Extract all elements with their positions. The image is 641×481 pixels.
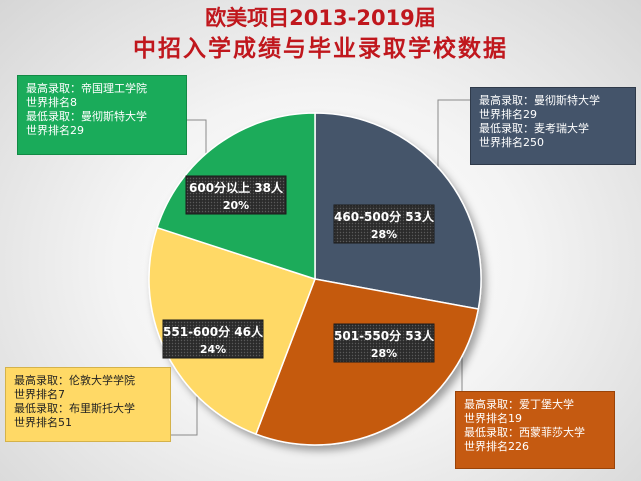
callout-best-rank: 世界排名7 [14,388,65,401]
callout-best: 最高录取：曼彻斯特大学 [479,94,600,107]
callout-worst-rank: 世界排名226 [464,440,529,453]
callout-worst: 最低录取：布里斯托大学 [14,402,135,415]
data-label-percent: 20% [223,199,249,212]
callout-600-plus: 最高录取：帝国理工学院 世界排名8 最低录取：曼彻斯特大学 世界排名29 [17,75,187,155]
callout-worst: 最低录取：麦考瑞大学 [479,122,589,135]
callout-best: 最高录取：帝国理工学院 [26,82,147,95]
chart-title-line1: 欧美项目2013-2019届 [205,6,436,30]
callout-worst-rank: 世界排名250 [479,136,544,149]
leader-line [437,99,470,192]
data-label-box [185,175,287,215]
callout-best-rank: 世界排名8 [26,96,77,109]
data-label-box [162,319,264,359]
data-label-count: 600分以上 38人 [189,180,284,195]
data-label-count: 460-500分 53人 [334,209,435,224]
callout-best: 最高录取：伦敦大学学院 [14,374,135,387]
data-label-count: 551-600分 46人 [163,324,264,339]
data-label-percent: 24% [200,343,226,356]
callout-worst: 最低录取：西蒙菲莎大学 [464,426,585,439]
chart-title-line2: 中招入学成绩与毕业录取学校数据 [133,36,508,62]
callout-worst-rank: 世界排名51 [14,416,72,429]
callout-best-rank: 世界排名29 [479,108,537,121]
data-label-box [333,323,435,363]
callout-worst-rank: 世界排名29 [26,124,84,137]
data-label-count: 501-550分 53人 [334,328,435,343]
callout-best: 最高录取：爱丁堡大学 [464,398,574,411]
callout-worst: 最低录取：曼彻斯特大学 [26,110,147,123]
callout-501-550: 最高录取：爱丁堡大学 世界排名19 最低录取：西蒙菲莎大学 世界排名226 [455,391,615,469]
callout-best-rank: 世界排名19 [464,412,522,425]
callout-460-500: 最高录取：曼彻斯特大学 世界排名29 最低录取：麦考瑞大学 世界排名250 [470,87,636,165]
chart-title: 欧美项目2013-2019届 中招入学成绩与毕业录取学校数据 [0,4,641,66]
data-label-percent: 28% [371,228,397,241]
data-label-box [333,204,435,244]
callout-551-600: 最高录取：伦敦大学学院 世界排名7 最低录取：布里斯托大学 世界排名51 [5,367,171,442]
data-label-percent: 28% [371,347,397,360]
